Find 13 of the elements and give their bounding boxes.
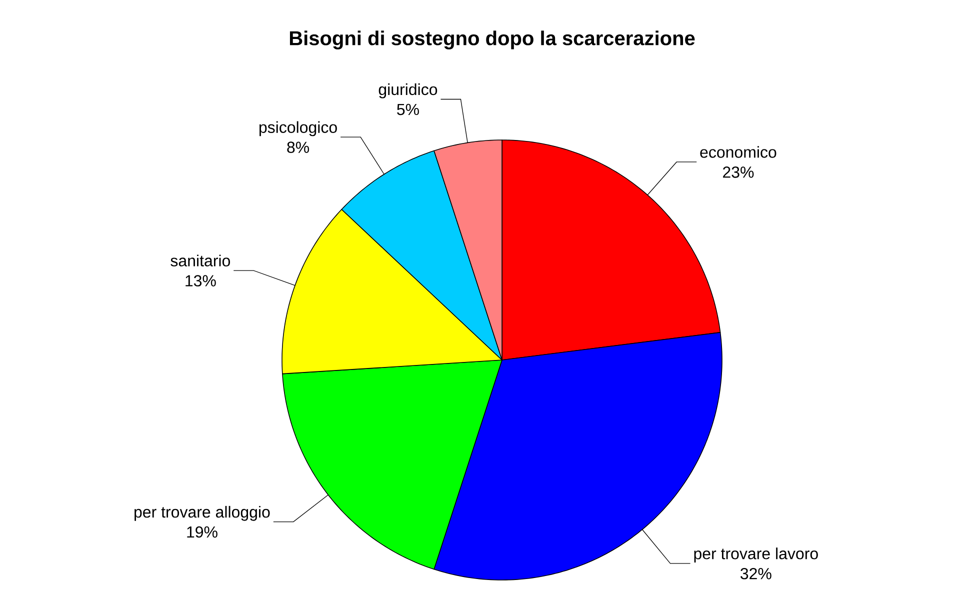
slice-label: per trovare lavoro: [694, 548, 818, 562]
data-label: 23%: [723, 166, 754, 178]
data-label: 32%: [740, 568, 772, 580]
data-label: 13%: [186, 275, 216, 286]
data-label: 8%: [287, 142, 310, 153]
slice-label: per trovare alloggio: [134, 506, 270, 521]
slice-label: economico: [700, 146, 776, 158]
chart-title: Bisogni di sostegno dopo la scarcerazione: [290, 30, 695, 50]
slice-label: psicologico: [259, 121, 337, 136]
slice-label: sanitario: [170, 254, 230, 266]
data-label: 5%: [397, 104, 419, 116]
data-label: 19%: [187, 526, 218, 538]
slice-label: giuridico: [378, 83, 438, 98]
